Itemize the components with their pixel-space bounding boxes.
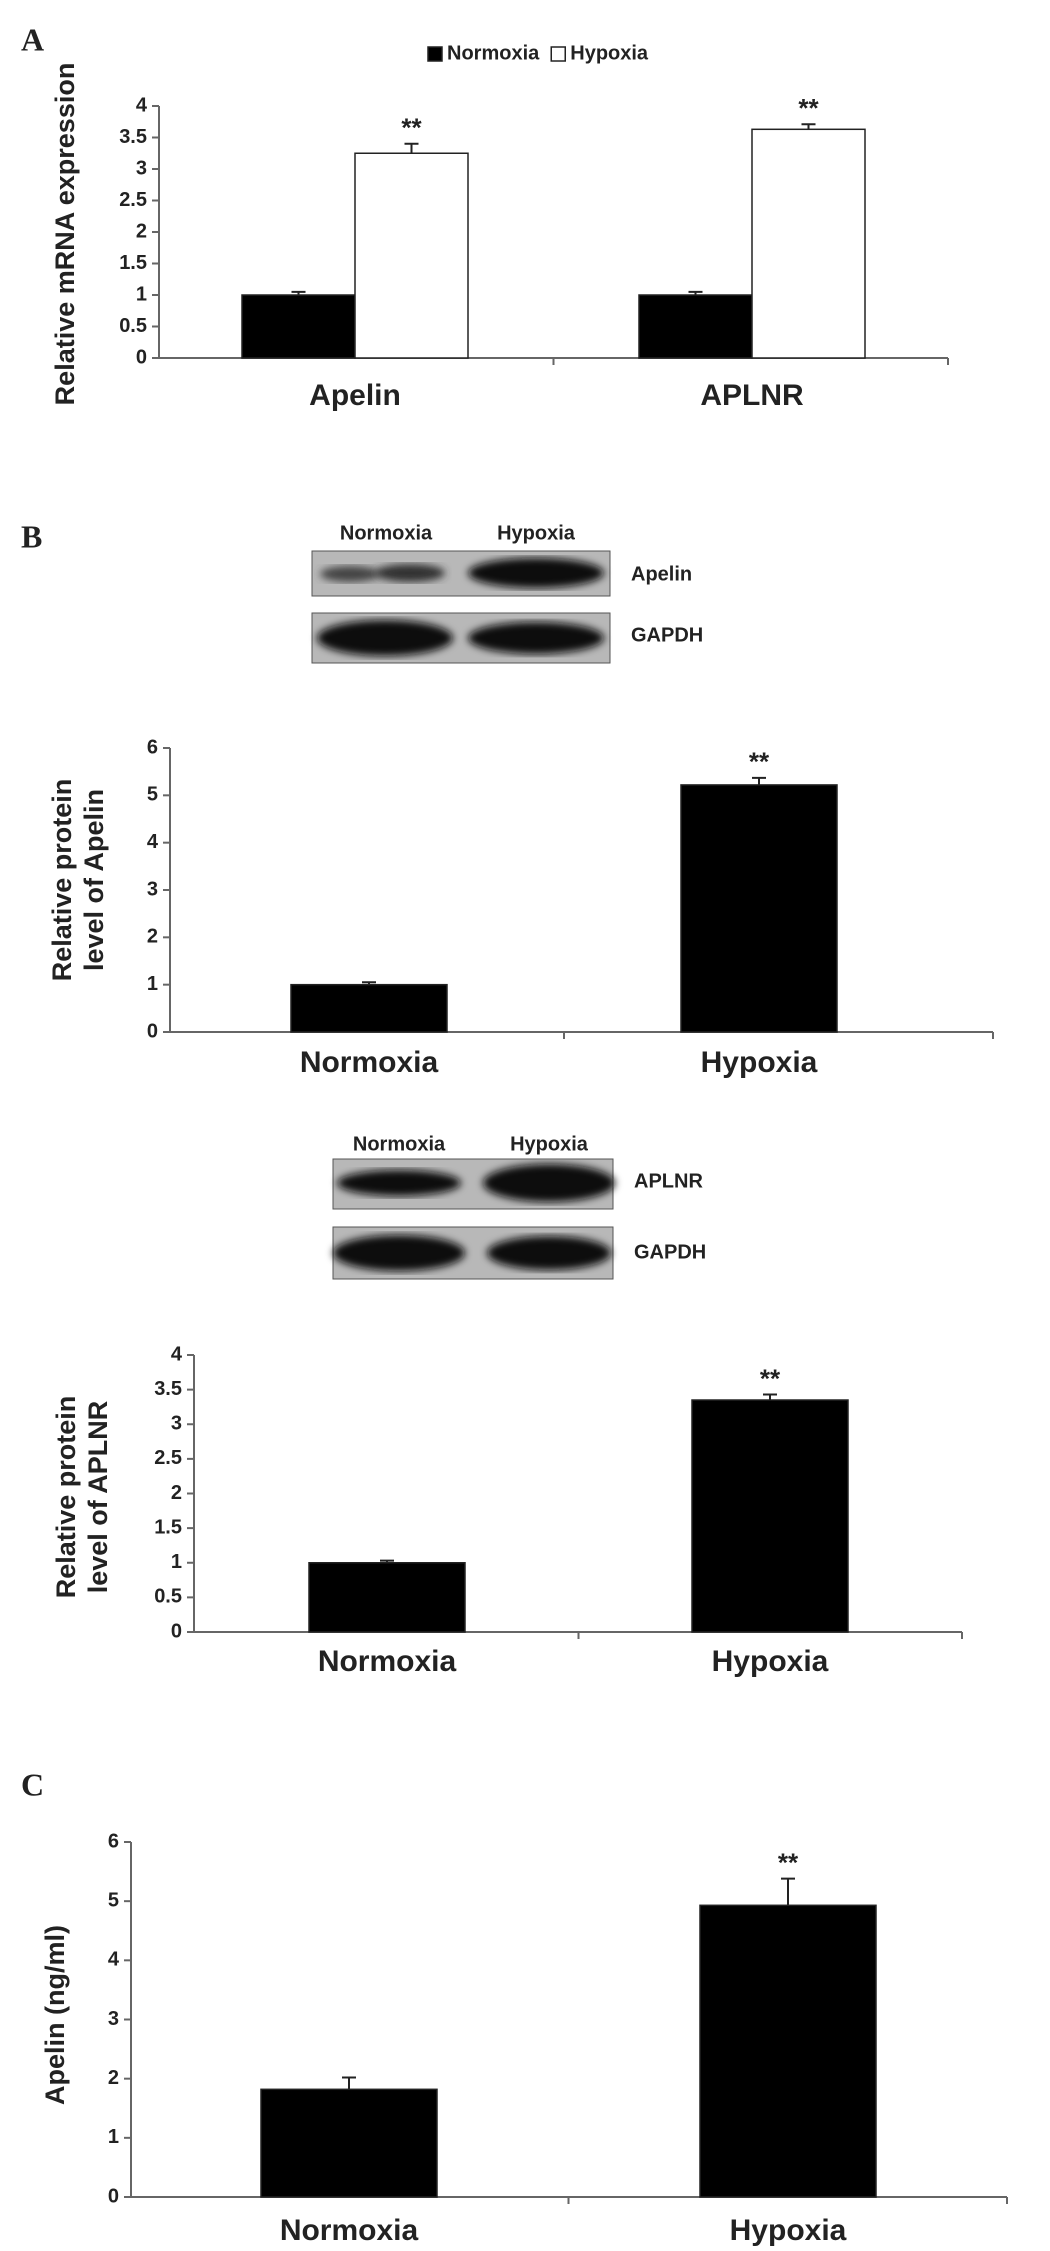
row-label: GAPDH: [634, 1241, 706, 1263]
y-tick-label: 3.5: [119, 126, 147, 148]
y-tick-label: 1: [136, 283, 147, 305]
panel-label: A: [21, 21, 44, 57]
bar: [290, 983, 448, 1033]
y-tick-label: 3: [108, 2008, 119, 2030]
bar: [354, 152, 469, 359]
band: [333, 1235, 465, 1271]
error-bar: [752, 776, 766, 785]
band: [337, 1170, 461, 1196]
y-tick-label: 0: [136, 346, 147, 368]
y-tick-label: 1.5: [154, 1516, 182, 1538]
y-tick-label: 0.5: [154, 1586, 182, 1608]
lane-label: Hypoxia: [510, 1133, 589, 1155]
y-tick-label: 3: [136, 157, 147, 179]
blot-apelin: [311, 550, 611, 664]
y-tick-label: 1: [108, 2126, 119, 2148]
y-tick-label: 3: [147, 878, 158, 900]
error-bar: [801, 123, 816, 130]
band: [483, 1164, 615, 1202]
y-tick-label: 1: [171, 1551, 182, 1573]
legend-label: Hypoxia: [570, 42, 649, 64]
x-tick-label: Normoxia: [280, 2214, 419, 2247]
bar: [751, 128, 866, 359]
y-axis-label: level of Apelin: [79, 789, 109, 971]
significance: **: [749, 747, 770, 777]
y-tick-label: 0.5: [119, 315, 147, 337]
y-tick-label: 1.5: [119, 252, 147, 274]
bar: [638, 294, 753, 359]
y-tick-label: 0: [171, 1620, 182, 1642]
band: [320, 566, 380, 582]
y-tick-label: 1: [147, 973, 158, 995]
y-tick-label: 2: [147, 926, 158, 948]
y-tick-label: 3: [171, 1413, 182, 1435]
y-tick-label: 4: [136, 94, 148, 116]
y-tick-label: 4: [108, 1949, 120, 1971]
x-tick-label: Hypoxia: [701, 1046, 818, 1079]
error-bar: [362, 981, 376, 985]
y-tick-label: 2: [171, 1482, 182, 1504]
y-tick-label: 4: [171, 1343, 183, 1365]
error-bar: [342, 2076, 356, 2090]
blot-aplnr: [332, 1158, 615, 1280]
error-bar: [380, 1559, 394, 1563]
y-tick-label: 6: [147, 736, 158, 758]
legend-swatch: [550, 46, 566, 62]
lane-label: Normoxia: [353, 1133, 446, 1155]
x-tick-label: Normoxia: [300, 1046, 439, 1079]
y-tick-label: 0: [147, 1020, 158, 1042]
x-tick-label: APLNR: [700, 379, 804, 412]
bar: [691, 1399, 849, 1633]
error-bar: [781, 1877, 795, 1906]
legend-label: Normoxia: [447, 42, 540, 64]
bar: [260, 2088, 438, 2198]
row-label: Apelin: [631, 563, 692, 585]
legend-swatch: [427, 46, 443, 62]
y-axis-label: level of APLNR: [83, 1401, 113, 1594]
y-tick-label: 2: [108, 2067, 119, 2089]
error-bar: [291, 290, 306, 295]
lane-label: Hypoxia: [497, 522, 576, 544]
y-tick-label: 0: [108, 2185, 119, 2207]
y-axis-label: Apelin (ng/ml): [40, 1925, 70, 2105]
x-tick-label: Normoxia: [318, 1645, 457, 1678]
y-tick-label: 5: [108, 1889, 119, 1911]
row-label: GAPDH: [631, 624, 703, 646]
y-tick-label: 3.5: [154, 1378, 182, 1400]
y-tick-label: 2.5: [154, 1447, 182, 1469]
bar: [699, 1904, 877, 2198]
significance: **: [760, 1363, 781, 1393]
y-tick-label: 6: [108, 1830, 119, 1852]
error-bar: [688, 290, 703, 295]
panel-label: C: [21, 1766, 44, 1802]
error-bar: [404, 142, 419, 154]
row-label: APLNR: [634, 1170, 703, 1192]
y-axis-label: Relative protein: [47, 779, 77, 982]
y-axis-label: Relative mRNA expression: [50, 63, 80, 406]
significance: **: [401, 113, 422, 143]
lane-label: Normoxia: [340, 522, 433, 544]
significance: **: [778, 1848, 799, 1878]
bar: [308, 1562, 466, 1633]
bar: [241, 294, 356, 359]
band: [317, 620, 453, 656]
x-tick-label: Hypoxia: [712, 1645, 829, 1678]
band: [487, 1236, 611, 1270]
bar: [680, 784, 838, 1033]
y-tick-label: 4: [147, 831, 159, 853]
x-tick-label: Hypoxia: [730, 2214, 847, 2247]
significance: **: [798, 93, 819, 123]
y-tick-label: 5: [147, 784, 158, 806]
y-tick-label: 2.5: [119, 189, 147, 211]
x-tick-label: Apelin: [309, 379, 401, 412]
band: [468, 622, 604, 654]
band: [375, 564, 445, 582]
band: [468, 558, 604, 588]
y-axis-label: Relative protein: [51, 1396, 81, 1599]
error-bar: [763, 1393, 777, 1401]
y-tick-label: 2: [136, 220, 147, 242]
panel-label: B: [21, 518, 42, 554]
